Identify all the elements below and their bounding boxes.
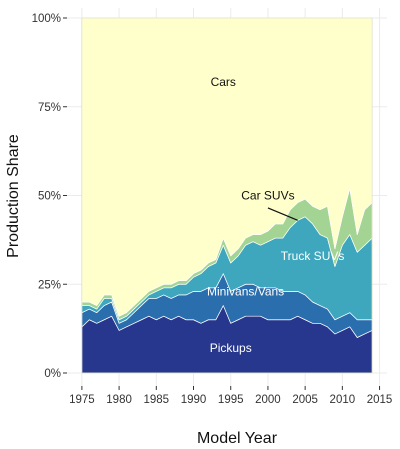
x-axis-title: Model Year — [197, 430, 278, 447]
label-truck-suvs: Truck SUVs — [281, 249, 345, 263]
y-tick-label: 25% — [38, 279, 61, 291]
label-car-suvs: Car SUVs — [241, 189, 294, 203]
x-tick-label: 2000 — [255, 394, 281, 406]
label-cars: Cars — [211, 75, 236, 89]
x-tick-label: 1975 — [69, 394, 95, 406]
x-tick-label: 2010 — [330, 394, 356, 406]
label-minivans-vans: Minivans/Vans — [207, 284, 284, 298]
label-pickups: Pickups — [210, 341, 252, 355]
x-tick-label: 1995 — [218, 394, 244, 406]
x-tick-label: 2015 — [367, 394, 393, 406]
y-tick-label: 100% — [32, 13, 61, 25]
x-tick-label: 1990 — [181, 394, 207, 406]
y-tick-label: 75% — [38, 102, 61, 114]
axis-ticks: 0% 25% 50% 75% 100% 1975 1980 1985 1990 1995 2000 2… — [32, 13, 393, 406]
x-tick-label: 2005 — [292, 394, 318, 406]
y-axis-title: Production Share — [5, 134, 22, 258]
car-suvs-leader-line — [267, 207, 298, 221]
area-series — [81, 17, 373, 374]
annotation-leaders — [267, 207, 298, 221]
y-tick-label: 0% — [44, 368, 61, 380]
x-tick-label: 1980 — [106, 394, 132, 406]
area-outline — [81, 17, 373, 374]
y-tick-label: 50% — [38, 191, 61, 203]
x-tick-label: 1985 — [144, 394, 170, 406]
series-labels: Cars Car SUVs Truck SUVs Minivans/Vans Picku… — [207, 75, 344, 355]
